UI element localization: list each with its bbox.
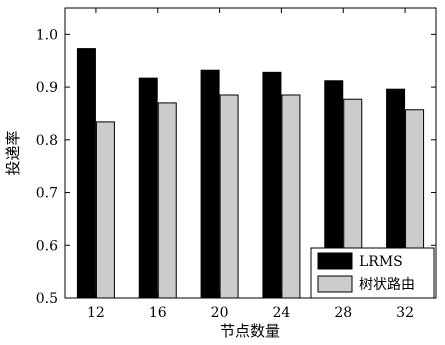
- y-tick-label: 0.6: [36, 238, 58, 254]
- x-axis-label: 节点数量: [220, 322, 280, 340]
- x-tick-label: 12: [87, 305, 105, 321]
- bar-lrms-20: [200, 69, 220, 299]
- y-axis: 0.5 0.6 0.7 0.8 0.9 1.0: [36, 27, 436, 307]
- y-tick-label: 0.7: [36, 186, 58, 202]
- bar-lrms-12: [76, 48, 96, 299]
- bar-tree-routing-20: [219, 94, 239, 299]
- bar-lrms-16: [138, 77, 158, 299]
- bar-lrms-24: [262, 71, 282, 299]
- y-axis-label: 投递率: [4, 130, 22, 175]
- y-tick-label: 1.0: [36, 27, 58, 43]
- legend-label-tree-routing: 树状路由: [359, 277, 415, 293]
- bar-tree-routing-24: [281, 94, 301, 299]
- x-axis: 12 16 20 24 28 32: [87, 8, 414, 321]
- x-tick-label: 32: [396, 305, 414, 321]
- y-tick-label: 0.5: [36, 291, 58, 307]
- x-tick-label: 24: [273, 305, 291, 321]
- x-tick-label: 20: [211, 305, 229, 321]
- x-tick-label: 16: [149, 305, 167, 321]
- y-tick-label: 0.9: [36, 80, 58, 96]
- legend: LRMS 树状路由: [310, 247, 435, 299]
- bar-tree-routing-16: [157, 102, 177, 299]
- x-tick-label: 28: [334, 305, 352, 321]
- bar-tree-routing-12: [95, 121, 115, 299]
- bars: [76, 48, 425, 299]
- legend-swatch-lrms: [317, 252, 353, 270]
- plot-frame: [64, 7, 437, 299]
- y-tick-label: 0.8: [36, 133, 58, 149]
- legend-label-lrms: LRMS: [359, 254, 403, 270]
- legend-swatch-tree-routing: [317, 275, 353, 293]
